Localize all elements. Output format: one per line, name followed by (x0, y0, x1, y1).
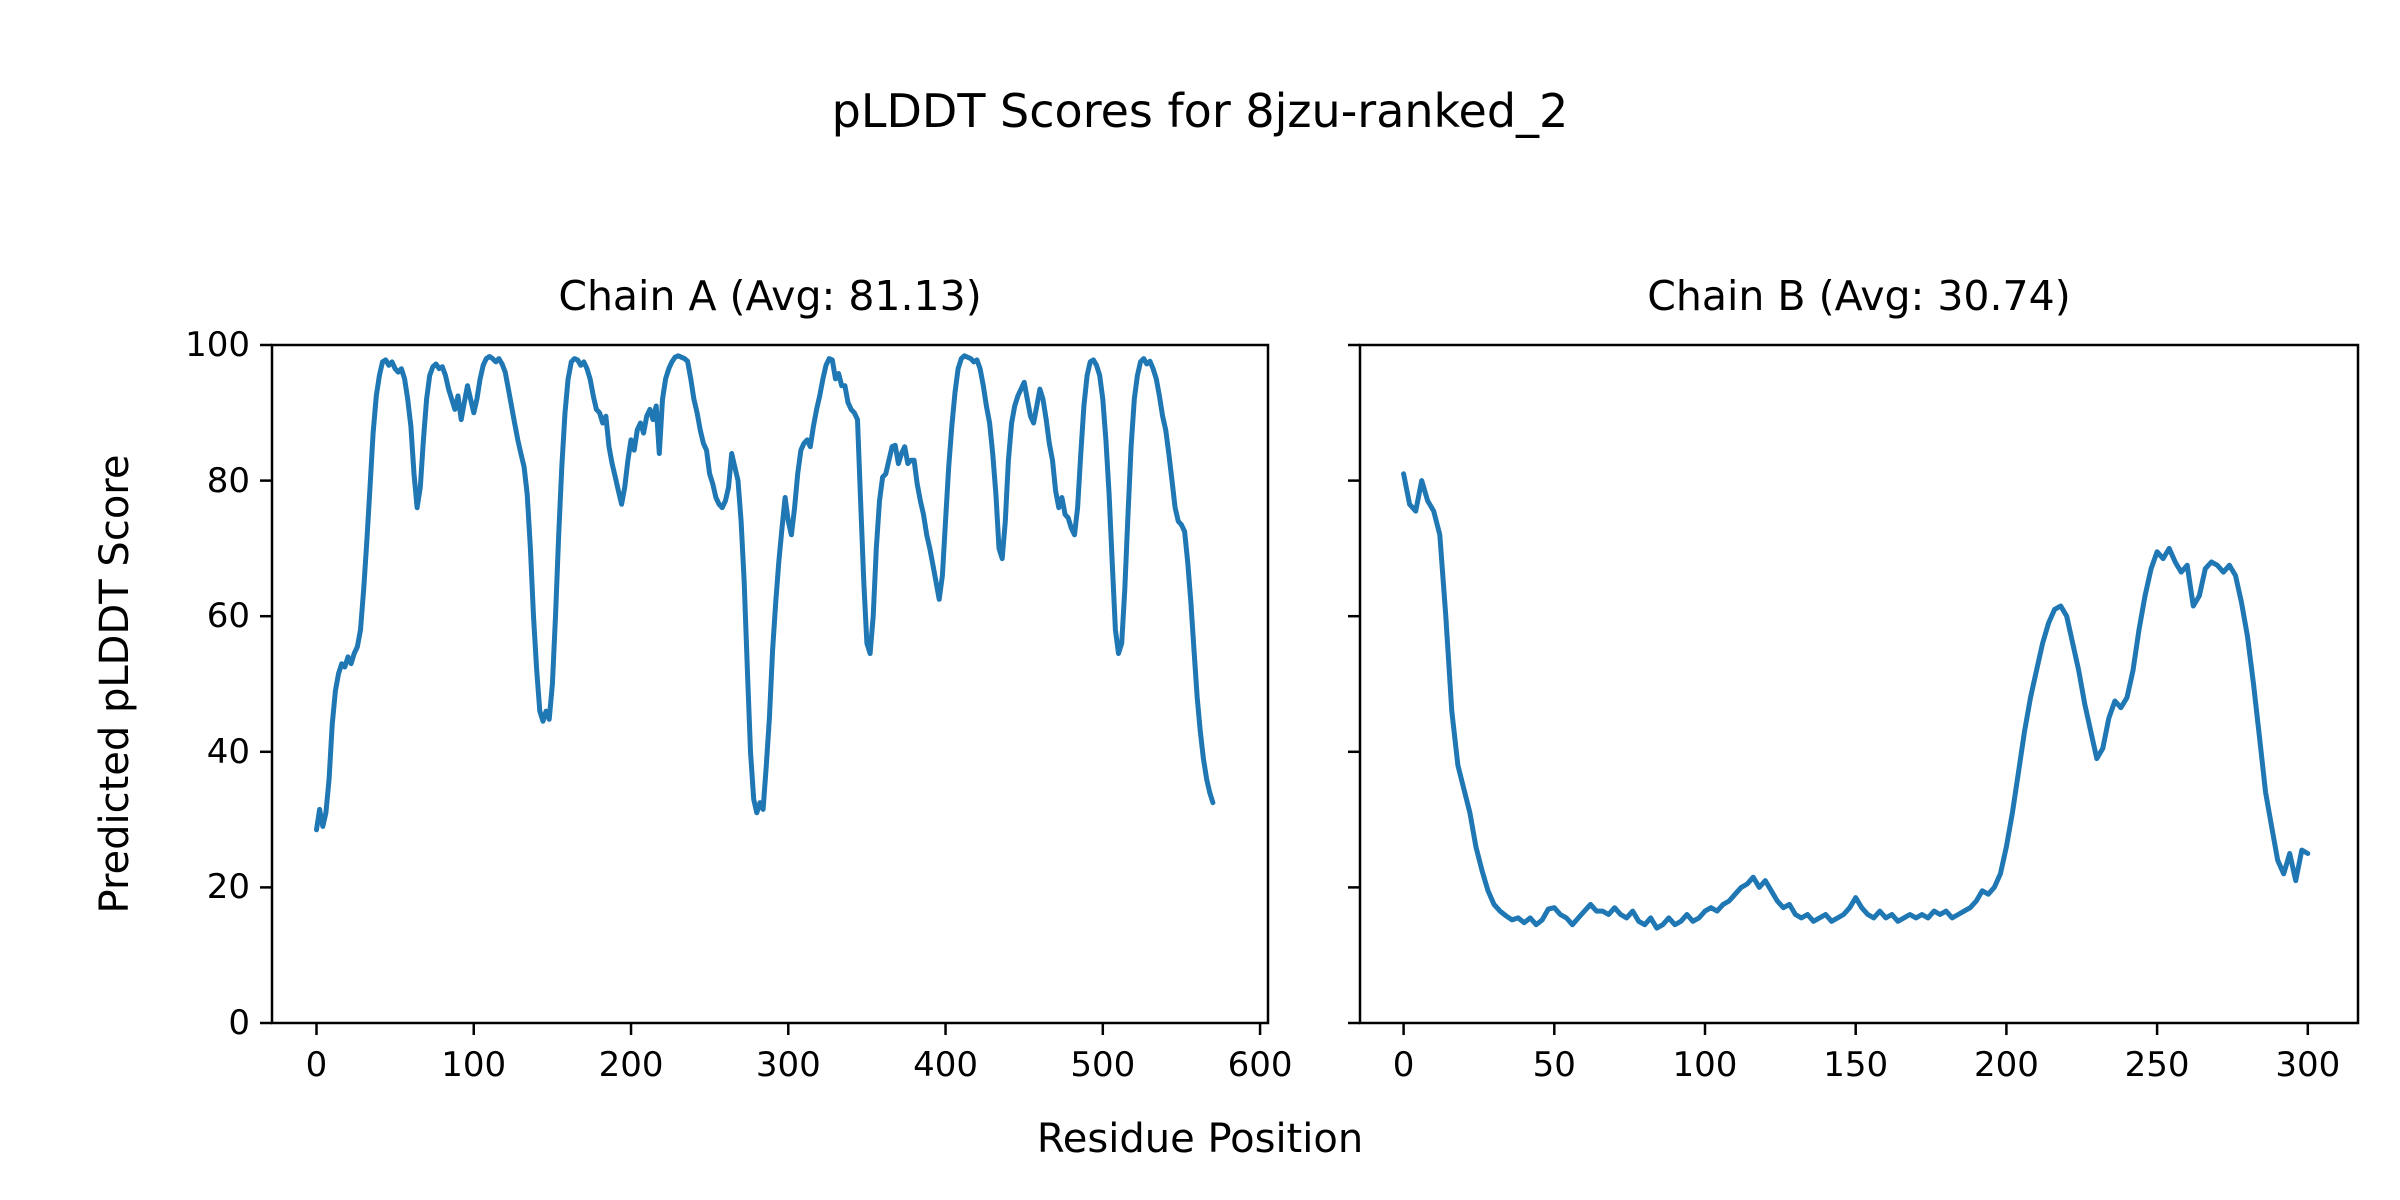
y-axis-label: Predicted pLDDT Score (92, 454, 138, 914)
y-tick-label: 20 (206, 867, 250, 908)
x-tick-label: 200 (598, 1045, 664, 1085)
figure-title: pLDDT Scores for 8jzu-ranked_2 (831, 84, 1569, 138)
x-tick-label: 500 (1070, 1045, 1136, 1085)
axes-chain-a-ticks (260, 343, 1262, 1035)
x-tick-label: 300 (2275, 1045, 2341, 1085)
axes-chain-a (260, 343, 1270, 1035)
chain-b-title: Chain B (Avg: 30.74) (1647, 272, 2071, 320)
x-tick-label: 300 (755, 1045, 821, 1085)
y-tick-label: 100 (185, 325, 250, 365)
axes-chain-a-spines (270, 343, 1270, 1025)
y-tick-label: 60 (206, 596, 250, 637)
x-axis-label: Residue Position (1036, 1116, 1364, 1162)
chain-a-title: Chain A (Avg: 81.13) (558, 272, 982, 320)
x-tick-label: 50 (1532, 1045, 1576, 1085)
x-tick-label: 0 (1392, 1045, 1415, 1085)
y-tick-label: 40 (206, 731, 250, 772)
y-tick-label: 0 (228, 1003, 250, 1043)
x-tick-label: 100 (1672, 1045, 1738, 1085)
axes-chain-b (1348, 343, 2360, 1035)
axes-chain-b-spines (1358, 343, 2360, 1025)
x-tick-label: 400 (913, 1045, 978, 1085)
chain-b-line (1401, 471, 2311, 931)
chain-a-line (314, 353, 1216, 833)
x-tick-label: 150 (1823, 1045, 1889, 1085)
x-tick-label: 100 (441, 1045, 507, 1085)
y-tick-label: 80 (206, 460, 250, 501)
x-tick-label: 0 (305, 1045, 328, 1085)
axes-chain-b-ticks (1348, 343, 2310, 1035)
x-tick-label: 200 (1973, 1045, 2039, 1085)
x-tick-label: 600 (1227, 1045, 1293, 1085)
x-tick-label: 250 (2124, 1045, 2190, 1085)
